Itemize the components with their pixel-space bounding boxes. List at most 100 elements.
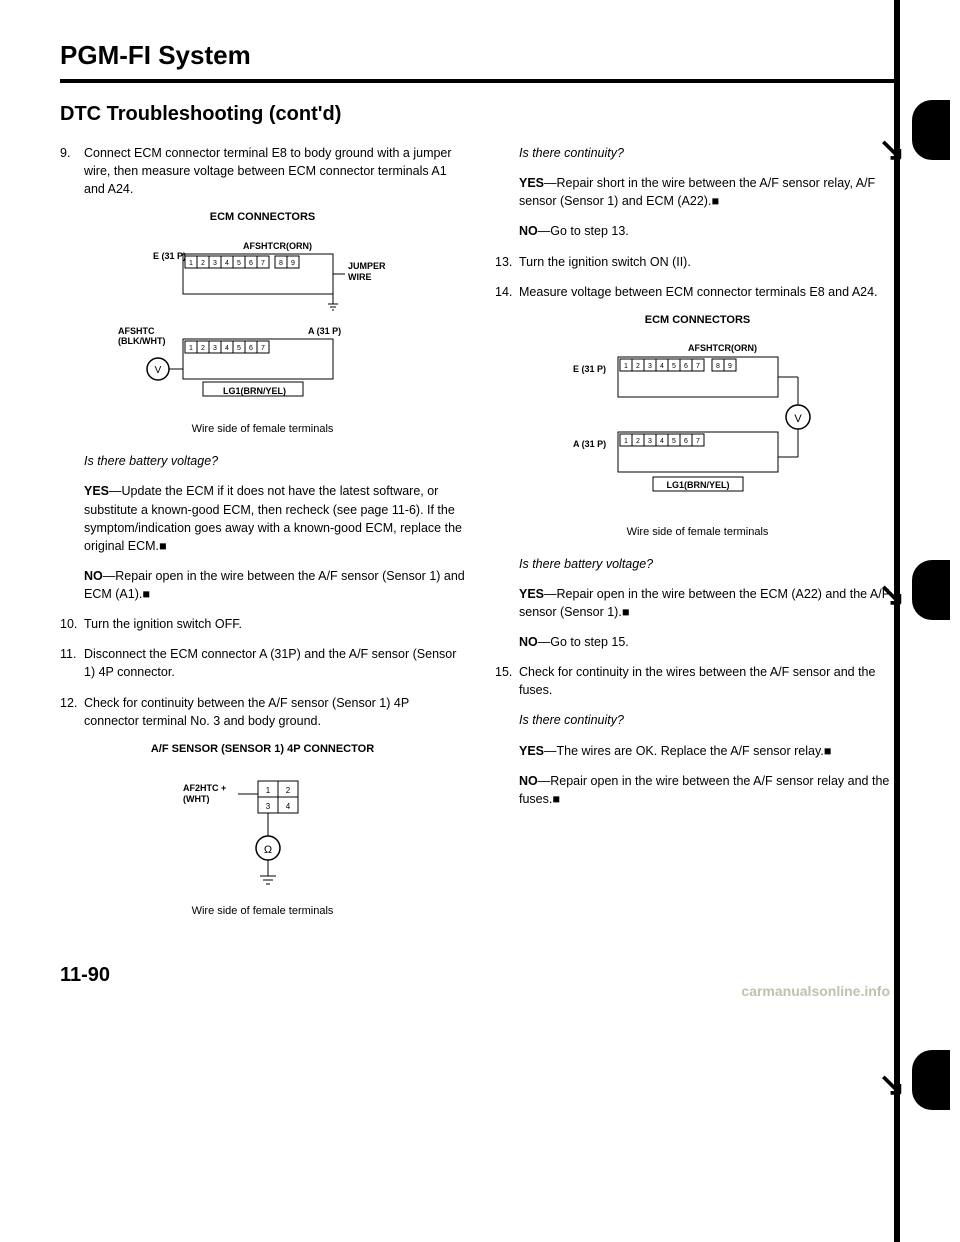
question: Is there battery voltage? <box>519 555 900 573</box>
svg-text:LG1(BRN/YEL): LG1(BRN/YEL) <box>223 386 286 396</box>
diagram-caption: Wire side of female terminals <box>60 422 465 438</box>
no-text: —Repair open in the wire between the A/F… <box>519 774 889 806</box>
step-9: 9. Connect ECM connector terminal E8 to … <box>60 144 465 198</box>
svg-text:8: 8 <box>716 363 720 370</box>
step-14: 14. Measure voltage between ECM connecto… <box>495 283 900 301</box>
yes-text: —Repair short in the wire between the A/… <box>519 176 875 208</box>
question: Is there battery voltage? <box>84 452 465 470</box>
step-number: 13. <box>495 253 519 271</box>
diagram-title: A/F SENSOR (SENSOR 1) 4P CONNECTOR <box>60 742 465 758</box>
svg-text:6: 6 <box>684 438 688 445</box>
svg-text:7: 7 <box>261 345 265 352</box>
no-answer: NO—Go to step 15. <box>519 633 900 651</box>
svg-text:4: 4 <box>285 802 290 811</box>
question: Is there continuity? <box>519 144 900 162</box>
step-13: 13. Turn the ignition switch ON (II). <box>495 253 900 271</box>
svg-text:1: 1 <box>624 438 628 445</box>
svg-text:4: 4 <box>660 438 664 445</box>
thumb-tab <box>912 1050 950 1110</box>
svg-text:Ω: Ω <box>263 844 271 856</box>
step-text: Turn the ignition switch ON (II). <box>519 253 900 271</box>
diagram-title: ECM CONNECTORS <box>60 210 465 226</box>
svg-text:9: 9 <box>728 363 732 370</box>
svg-text:3: 3 <box>648 438 652 445</box>
left-column: 9. Connect ECM connector terminal E8 to … <box>60 144 465 934</box>
yes-answer: YES—Repair open in the wire between the … <box>519 585 900 621</box>
page-content: PGM-FI System DTC Troubleshooting (cont'… <box>0 0 960 1007</box>
af-sensor-4p-diagram: AF2HTC + (WHT) 1 2 3 4 Ω <box>163 766 363 896</box>
svg-text:8: 8 <box>279 260 283 267</box>
svg-text:2: 2 <box>201 345 205 352</box>
step-number: 11. <box>60 645 84 681</box>
step-15: 15. Check for continuity in the wires be… <box>495 663 900 699</box>
step-number: 15. <box>495 663 519 699</box>
step-text: Connect ECM connector terminal E8 to bod… <box>84 144 465 198</box>
yes-label: YES <box>519 587 544 601</box>
svg-text:AF2HTC +: AF2HTC + <box>183 783 226 793</box>
diagram-caption: Wire side of female terminals <box>60 904 465 920</box>
svg-text:9: 9 <box>291 260 295 267</box>
svg-text:4: 4 <box>660 363 664 370</box>
svg-text:5: 5 <box>237 345 241 352</box>
svg-text:V: V <box>794 413 802 425</box>
svg-text:1: 1 <box>189 260 193 267</box>
yes-label: YES <box>84 484 109 498</box>
yes-label: YES <box>519 744 544 758</box>
step-number: 10. <box>60 615 84 633</box>
svg-text:2: 2 <box>636 363 640 370</box>
svg-text:AFSHTCR(ORN): AFSHTCR(ORN) <box>243 241 312 251</box>
right-column: Is there continuity? YES—Repair short in… <box>495 144 900 934</box>
svg-text:3: 3 <box>213 345 217 352</box>
svg-text:3: 3 <box>213 260 217 267</box>
svg-text:4: 4 <box>225 260 229 267</box>
step-text: Measure voltage between ECM connector te… <box>519 283 900 301</box>
svg-text:1: 1 <box>189 345 193 352</box>
no-answer: NO—Go to step 13. <box>519 222 900 240</box>
step-text: Turn the ignition switch OFF. <box>84 615 465 633</box>
step-10: 10. Turn the ignition switch OFF. <box>60 615 465 633</box>
no-label: NO <box>519 635 538 649</box>
svg-text:A (31 P): A (31 P) <box>308 326 341 336</box>
no-label: NO <box>519 224 538 238</box>
svg-text:6: 6 <box>684 363 688 370</box>
svg-text:LG1(BRN/YEL): LG1(BRN/YEL) <box>666 480 729 490</box>
no-text: —Go to step 15. <box>538 635 629 649</box>
yes-answer: YES—Repair short in the wire between the… <box>519 174 900 210</box>
svg-text:AFSHTC: AFSHTC <box>118 326 155 336</box>
ecm-connectors-diagram-1: E (31 P) AFSHTCR(ORN) 1 2 3 4 5 6 7 8 9 … <box>113 234 413 414</box>
step-number: 12. <box>60 694 84 730</box>
svg-text:1: 1 <box>624 363 628 370</box>
diagram-title: ECM CONNECTORS <box>495 313 900 329</box>
no-answer: NO—Repair open in the wire between the A… <box>84 567 465 603</box>
svg-text:(WHT): (WHT) <box>183 794 210 804</box>
svg-text:JUMPER: JUMPER <box>348 261 386 271</box>
yes-text: —The wires are OK. Replace the A/F senso… <box>544 744 831 758</box>
svg-text:AFSHTCR(ORN): AFSHTCR(ORN) <box>688 343 757 353</box>
step-text: Check for continuity in the wires betwee… <box>519 663 900 699</box>
diagram-caption: Wire side of female terminals <box>495 525 900 541</box>
svg-text:7: 7 <box>696 363 700 370</box>
svg-text:4: 4 <box>225 345 229 352</box>
system-title: PGM-FI System <box>60 40 900 71</box>
section-title: DTC Troubleshooting (cont'd) <box>60 103 900 126</box>
no-text: —Repair open in the wire between the A/F… <box>84 569 465 601</box>
yes-answer: YES—Update the ECM if it does not have t… <box>84 482 465 555</box>
yes-answer: YES—The wires are OK. Replace the A/F se… <box>519 742 900 760</box>
checkmark-icon: ↘ <box>878 1065 905 1103</box>
yes-text: —Repair open in the wire between the ECM… <box>519 587 889 619</box>
step-number: 9. <box>60 144 84 198</box>
svg-text:5: 5 <box>237 260 241 267</box>
no-answer: NO—Repair open in the wire between the A… <box>519 772 900 808</box>
svg-text:6: 6 <box>249 260 253 267</box>
svg-text:A (31 P): A (31 P) <box>573 439 606 449</box>
step-11: 11. Disconnect the ECM connector A (31P)… <box>60 645 465 681</box>
svg-text:2: 2 <box>285 786 290 795</box>
yes-label: YES <box>519 176 544 190</box>
yes-text: —Update the ECM if it does not have the … <box>84 484 462 552</box>
question: Is there continuity? <box>519 711 900 729</box>
svg-text:7: 7 <box>261 260 265 267</box>
step-number: 14. <box>495 283 519 301</box>
watermark: carmanualsonline.info <box>741 983 890 999</box>
two-column-layout: 9. Connect ECM connector terminal E8 to … <box>60 144 900 934</box>
step-text: Disconnect the ECM connector A (31P) and… <box>84 645 465 681</box>
